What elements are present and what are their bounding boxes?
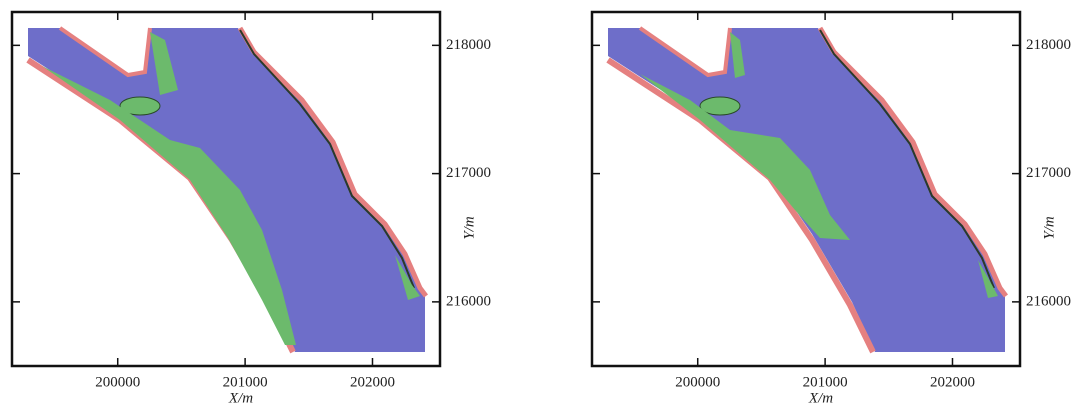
shoal [640,74,850,240]
shoal [42,66,296,345]
x-axis-label: X/m [808,390,833,406]
panel-frame: 200000 201000 202000 216000 217000 218000 X/m Y… [590,10,1071,406]
shoal [730,32,745,78]
x-tick-label: 202000 [350,374,395,390]
x-tick-label: 201000 [803,374,848,390]
shoal [395,255,420,300]
map-left [28,28,426,352]
y-axis-label: Y/m [461,216,477,240]
y-tick-label: 218000 [446,37,491,53]
x-axis-label: X/m [228,390,253,406]
shoal [978,260,998,298]
y-tick-label: 217000 [446,165,491,181]
y-tick-label: 216000 [1026,293,1071,309]
x-tick-label: 200000 [95,374,140,390]
frame [590,10,1022,368]
y-tick-label: 216000 [446,293,491,309]
y-tick-label: 218000 [1026,37,1071,53]
shoal [150,32,178,95]
y-axis-label: Y/m [1041,216,1057,240]
map-right [608,28,1006,352]
x-tick-label: 202000 [930,374,975,390]
frame [10,10,442,368]
y-tick-label: 217000 [1026,165,1071,181]
x-tick-label: 201000 [223,374,268,390]
panel-frame: 200000 201000 202000 216000 217000 218000 X/m Y… [10,10,491,406]
x-tick-label: 200000 [675,374,720,390]
